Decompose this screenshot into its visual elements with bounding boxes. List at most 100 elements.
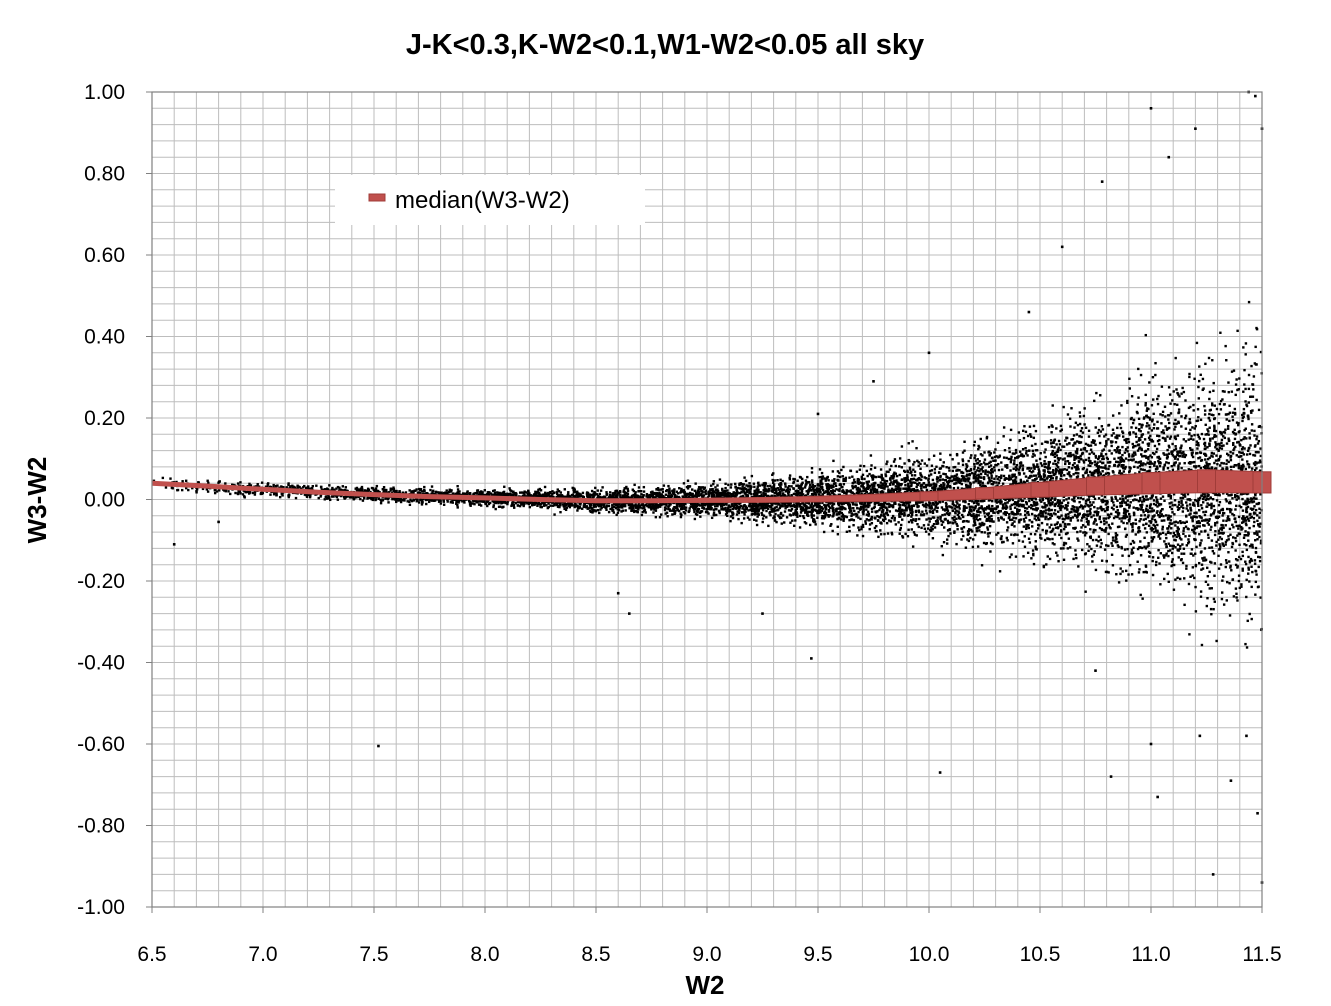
scatter-point: [941, 508, 945, 511]
scatter-point: [913, 470, 917, 473]
scatter-point: [1038, 457, 1042, 461]
scatter-point: [964, 500, 967, 504]
scatter-point: [914, 519, 917, 523]
scatter-point: [1035, 501, 1039, 504]
scatter-point: [712, 511, 716, 514]
scatter-point: [1106, 461, 1110, 464]
scatter-point: [977, 481, 980, 485]
scatter-point: [1191, 455, 1195, 459]
scatter-point: [1055, 551, 1058, 554]
scatter-point: [1038, 473, 1041, 477]
scatter-point: [957, 462, 960, 465]
scatter-point: [979, 437, 982, 441]
scatter-point: [1214, 429, 1218, 433]
scatter-point: [1240, 525, 1243, 529]
scatter-point: [1001, 468, 1004, 471]
scatter-point: [1204, 558, 1208, 562]
scatter-point: [588, 493, 592, 496]
scatter-point: [1188, 633, 1191, 636]
scatter-point: [1197, 444, 1200, 447]
scatter-point: [975, 529, 979, 533]
scatter-point: [1200, 504, 1203, 507]
scatter-point: [1163, 463, 1167, 466]
scatter-point: [860, 477, 864, 481]
scatter-point: [1163, 540, 1166, 543]
scatter-point: [1004, 502, 1007, 505]
scatter-point: [848, 508, 852, 512]
scatter-point: [1148, 520, 1151, 523]
scatter-point: [1008, 498, 1011, 502]
scatter-point: [492, 505, 495, 509]
scatter-point: [869, 454, 873, 457]
scatter-point: [926, 503, 929, 507]
scatter-point: [729, 505, 732, 508]
scatter-point: [949, 453, 952, 457]
scatter-point: [832, 493, 836, 496]
scatter-point: [1033, 454, 1036, 457]
scatter-point: [1026, 454, 1029, 457]
scatter-point: [1229, 533, 1232, 536]
scatter-point: [1137, 417, 1141, 420]
scatter-point: [393, 489, 397, 493]
scatter-point: [915, 446, 918, 450]
scatter-point: [1169, 435, 1173, 438]
scatter-point: [1015, 467, 1019, 470]
scatter-point: [1116, 544, 1120, 547]
scatter-point: [1227, 460, 1230, 464]
scatter-point: [1172, 588, 1176, 591]
scatter-point: [690, 488, 694, 491]
scatter-point: [941, 478, 945, 481]
scatter-point: [972, 517, 975, 520]
scatter-point: [1132, 506, 1135, 509]
scatter-point: [1027, 513, 1030, 516]
scatter-point: [1072, 444, 1075, 447]
scatter-point: [966, 538, 969, 541]
scatter-point: [1001, 482, 1005, 485]
scatter-point: [772, 485, 775, 488]
scatter-point: [1245, 460, 1249, 463]
scatter-point: [697, 486, 701, 489]
scatter-point: [1077, 539, 1080, 542]
scatter-point: [730, 483, 733, 486]
scatter-point: [1167, 452, 1171, 455]
scatter-point: [642, 490, 646, 493]
scatter-point: [1144, 333, 1147, 337]
scatter-point: [1029, 497, 1032, 500]
scatter-point: [827, 510, 831, 513]
scatter-point: [755, 519, 758, 522]
scatter-point: [538, 502, 541, 506]
scatter-point: [522, 491, 525, 495]
scatter-point: [1235, 498, 1238, 501]
scatter-point: [984, 472, 987, 476]
scatter-point: [1024, 447, 1027, 450]
scatter-point: [1051, 537, 1054, 541]
scatter-point: [1022, 517, 1026, 521]
scatter-point: [684, 502, 687, 506]
scatter-point: [1032, 424, 1036, 428]
scatter-point: [742, 490, 746, 493]
scatter-point: [830, 522, 833, 526]
scatter-point: [1098, 515, 1102, 519]
scatter-point: [1191, 516, 1194, 519]
scatter-point: [1245, 543, 1248, 547]
scatter-point: [1058, 472, 1061, 475]
scatter-point: [1079, 429, 1083, 433]
scatter-point: [806, 491, 810, 495]
scatter-point: [1211, 455, 1214, 458]
scatter-point: [770, 494, 774, 498]
scatter-point: [612, 511, 616, 514]
scatter-point: [1064, 515, 1067, 518]
scatter-point: [1167, 418, 1170, 421]
scatter-point: [487, 493, 491, 496]
scatter-point: [987, 506, 991, 509]
scatter-point: [1077, 565, 1080, 568]
scatter-point: [632, 493, 635, 497]
scatter-point: [1040, 442, 1044, 445]
scatter-point: [828, 514, 832, 517]
scatter-point: [927, 533, 931, 536]
scatter-point: [576, 495, 579, 498]
scatter-point: [1239, 444, 1242, 447]
scatter-point: [913, 460, 916, 464]
scatter-point: [1097, 535, 1101, 538]
scatter-point: [317, 496, 320, 500]
